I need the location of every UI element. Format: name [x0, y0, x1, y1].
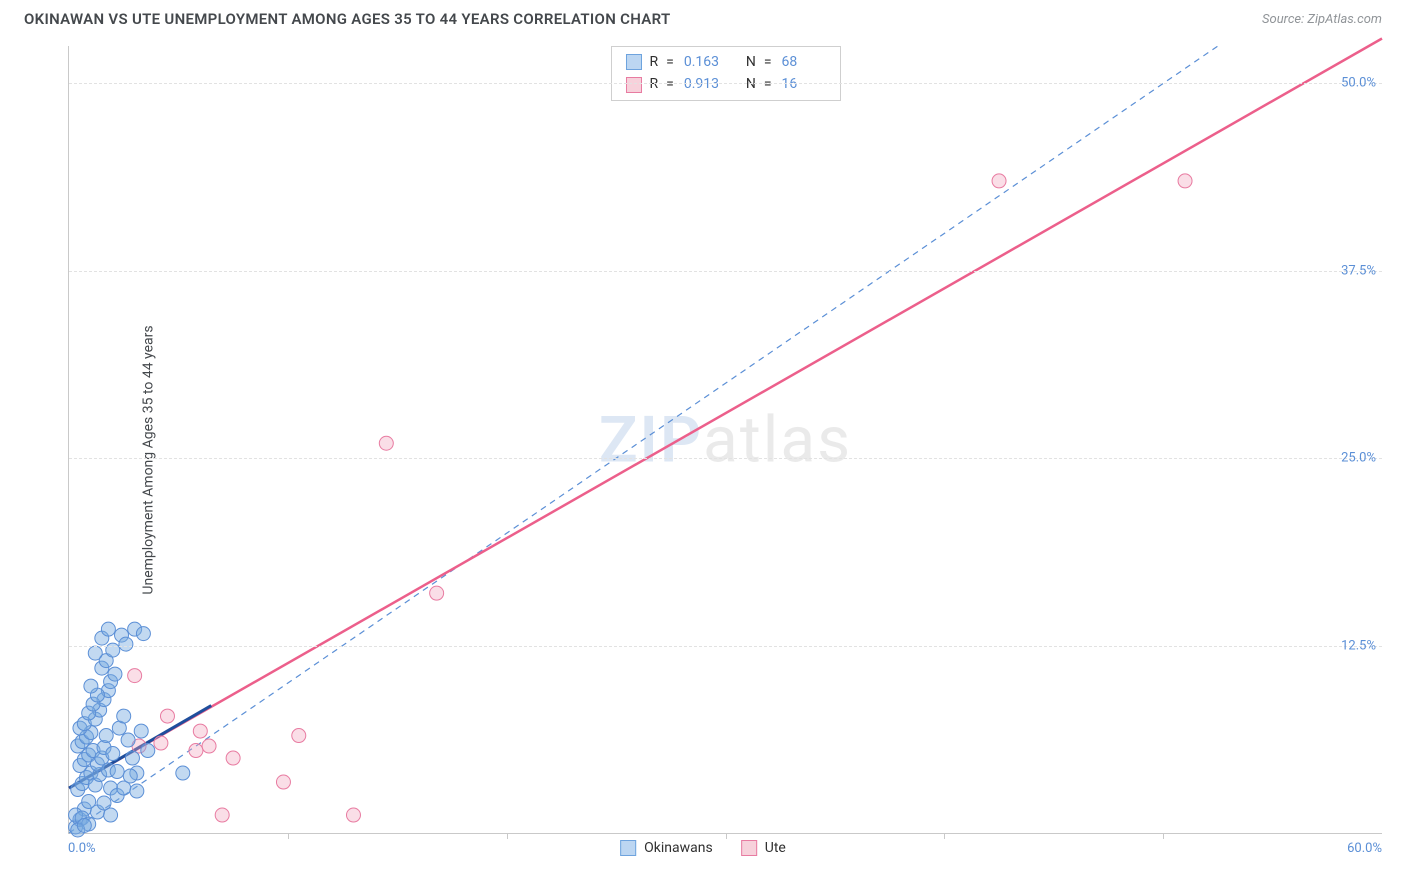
legend-item-b: Ute: [741, 840, 786, 856]
stats-row: R = 0.913 N = 16: [625, 73, 825, 95]
y-tick-label: 37.5%: [1341, 263, 1376, 278]
stats-swatch: [625, 77, 641, 93]
legend-label-a: Okinawans: [644, 840, 713, 856]
stat-r-value: 0.163: [684, 51, 728, 73]
x-tick: [944, 833, 945, 839]
legend-swatch-a: [620, 840, 636, 856]
stat-eq: =: [764, 51, 772, 73]
y-tick-label: 12.5%: [1341, 638, 1376, 653]
x-axis-max-label: 60.0%: [1347, 841, 1382, 856]
x-tick: [726, 833, 727, 839]
stat-eq: =: [666, 73, 674, 95]
stat-r-label: R: [649, 73, 658, 95]
gridline: [69, 271, 1382, 272]
gridline: [69, 646, 1382, 647]
y-tick-label: 25.0%: [1341, 451, 1376, 466]
plot-area: ZIPatlas R=0.163N=68R=0.913N=16 12.5%25.…: [68, 46, 1382, 834]
x-axis-min-label: 0.0%: [68, 841, 96, 856]
x-tick: [288, 833, 289, 839]
stats-swatch: [625, 54, 641, 70]
stat-r-label: R: [649, 51, 658, 73]
stats-row: R = 0.163 N = 68: [625, 51, 825, 73]
chart-container: Unemployment Among Ages 35 to 44 years Z…: [24, 46, 1382, 874]
x-tick: [507, 833, 508, 839]
legend-item-a: Okinawans: [620, 840, 713, 856]
stat-eq: =: [764, 73, 772, 95]
gridline: [69, 458, 1382, 459]
x-tick: [1163, 833, 1164, 839]
stats-box: R = 0.163 N = 68 R = 0.913 N = 16: [610, 46, 840, 101]
y-tick-label: 50.0%: [1341, 76, 1376, 91]
chart-svg: [69, 46, 1382, 833]
stat-n-value: 16: [782, 73, 826, 95]
legend: Okinawans Ute: [620, 840, 786, 856]
gridline: [69, 83, 1382, 84]
source-label: Source: ZipAtlas.com: [1262, 12, 1382, 27]
stat-n-value: 68: [782, 51, 826, 73]
stat-n-label: N: [746, 51, 756, 73]
chart-title: OKINAWAN VS UTE UNEMPLOYMENT AMONG AGES …: [24, 10, 670, 28]
stat-eq: =: [666, 51, 674, 73]
legend-swatch-b: [741, 840, 757, 856]
stat-r-value: 0.913: [684, 73, 728, 95]
legend-label-b: Ute: [765, 840, 786, 856]
stat-n-label: N: [746, 73, 756, 95]
